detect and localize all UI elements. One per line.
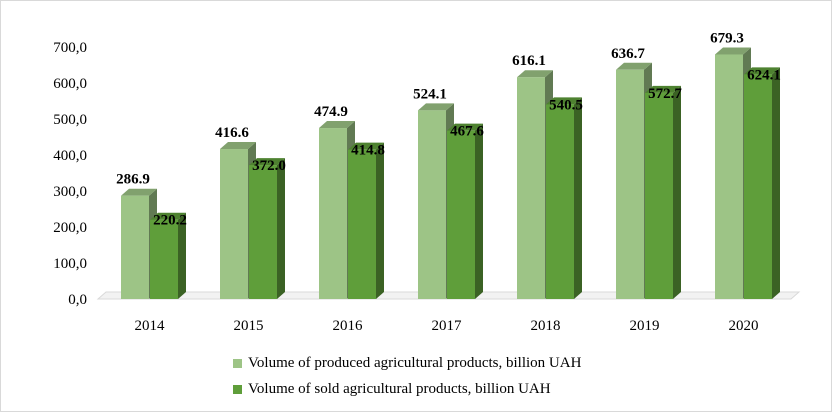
legend-item-sold: Volume of sold agricultural products, bi… — [233, 379, 581, 399]
data-label: 286.9 — [116, 172, 150, 188]
bar-top — [645, 85, 681, 93]
x-tick-label: 2015 — [234, 318, 264, 334]
bar-top — [744, 67, 780, 75]
legend-swatch-produced — [233, 358, 242, 368]
legend: Volume of produced agricultural products… — [233, 353, 581, 405]
data-label: 540.5 — [549, 97, 583, 113]
bar-top — [220, 142, 256, 150]
bar-side — [376, 142, 384, 299]
x-tick-label: 2017 — [432, 318, 463, 334]
bar-top — [546, 97, 582, 105]
bar-top — [249, 158, 285, 166]
bar-sold — [150, 219, 178, 299]
y-tick-label: 300,0 — [53, 184, 87, 200]
x-tick-label: 2019 — [630, 318, 660, 334]
bar-top — [715, 47, 751, 55]
bar-produced — [517, 77, 545, 299]
bar-top — [447, 123, 483, 131]
bar-sold — [348, 149, 376, 299]
x-tick-label: 2018 — [531, 318, 561, 334]
bar-sold — [546, 104, 574, 299]
bar-sold — [645, 92, 673, 299]
data-label: 474.9 — [314, 104, 348, 120]
bar-top — [616, 62, 652, 70]
data-label: 372.0 — [252, 158, 286, 174]
bar-produced — [121, 195, 149, 299]
data-label: 220.2 — [153, 213, 187, 229]
data-label: 679.3 — [710, 30, 744, 46]
bar-sold — [744, 74, 772, 299]
bar-top — [319, 121, 355, 129]
data-label: 616.1 — [512, 53, 546, 69]
bar-top — [150, 212, 186, 220]
y-tick-label: 0,0 — [68, 292, 87, 308]
bar-sold — [447, 130, 475, 299]
x-tick-label: 2016 — [333, 318, 364, 334]
data-label: 624.1 — [747, 67, 781, 83]
bar-produced — [418, 110, 446, 299]
legend-item-produced: Volume of produced agricultural products… — [233, 353, 581, 373]
y-tick-label: 700,0 — [53, 40, 87, 56]
bar-produced — [715, 54, 743, 300]
bar-side — [277, 158, 285, 299]
bar-top — [418, 103, 454, 111]
bar-top — [121, 188, 157, 196]
bar-produced — [616, 69, 644, 300]
x-tick-label: 2020 — [729, 318, 759, 334]
y-tick-label: 400,0 — [53, 148, 87, 164]
x-tick-label: 2014 — [135, 318, 166, 334]
data-label: 572.7 — [648, 86, 682, 102]
y-tick-label: 200,0 — [53, 220, 87, 236]
legend-swatch-sold — [233, 384, 242, 394]
data-label: 524.1 — [413, 86, 447, 102]
data-label: 416.6 — [215, 125, 249, 141]
y-tick-label: 600,0 — [53, 76, 87, 92]
data-label: 636.7 — [611, 46, 645, 62]
bar-side — [574, 97, 582, 299]
y-tick-label: 100,0 — [53, 256, 87, 272]
bar-produced — [319, 128, 347, 299]
bar-side — [178, 212, 186, 299]
legend-label-sold: Volume of sold agricultural products, bi… — [248, 380, 551, 397]
bar-side — [475, 123, 483, 299]
bar-side — [673, 85, 681, 299]
bar-side — [772, 67, 780, 299]
bar-sold — [249, 165, 277, 299]
data-label: 414.8 — [351, 143, 385, 159]
bar-top — [348, 142, 384, 150]
bar-produced — [220, 149, 248, 299]
data-label: 467.6 — [450, 124, 484, 140]
bar-top — [517, 70, 553, 78]
legend-label-produced: Volume of produced agricultural products… — [248, 354, 582, 371]
y-tick-label: 500,0 — [53, 112, 87, 128]
